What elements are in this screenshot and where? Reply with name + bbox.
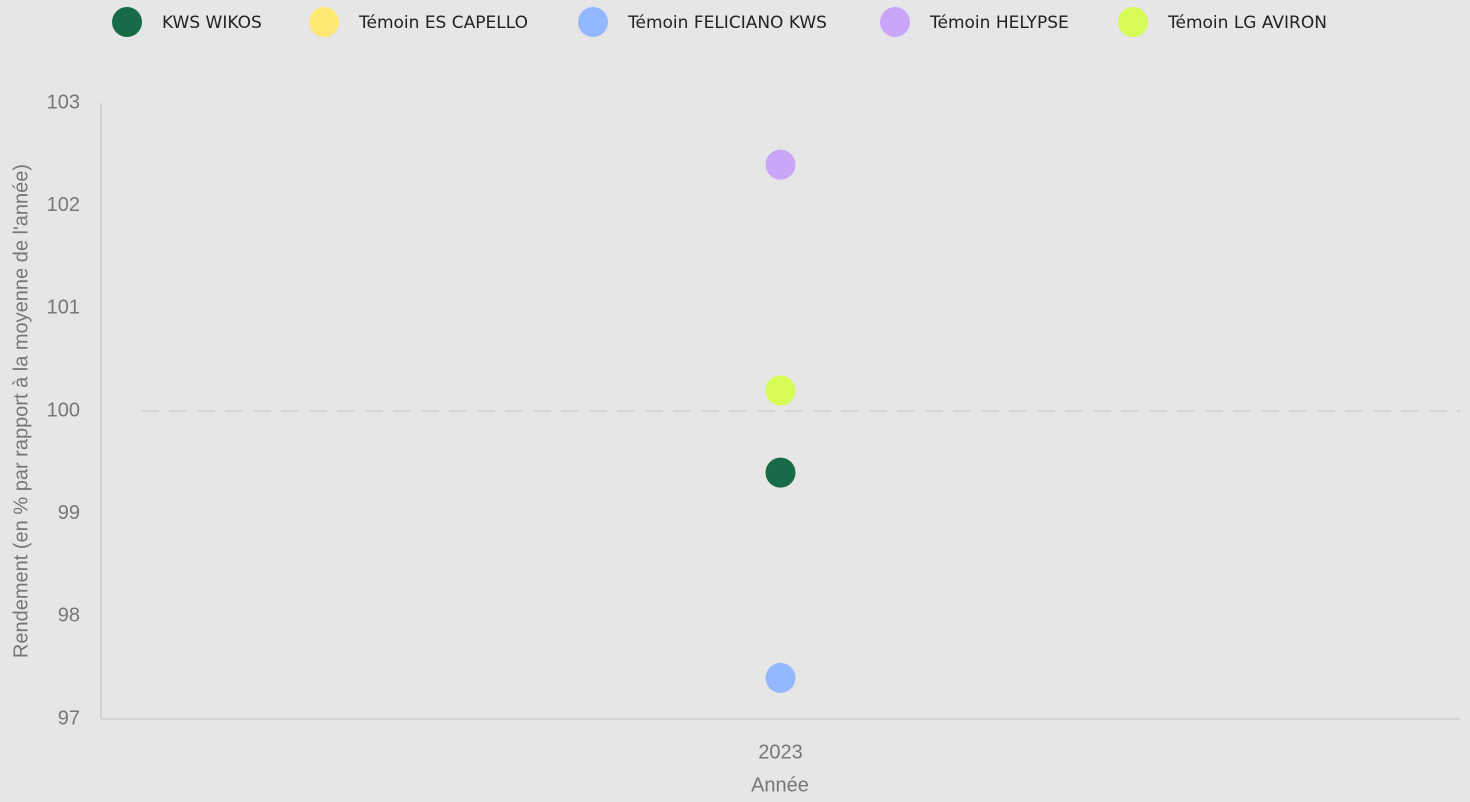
legend-marker (112, 7, 142, 37)
x-axis-label: Année (751, 774, 809, 796)
y-tick-label: 97 (58, 707, 80, 729)
legend-label: KWS WIKOS (162, 13, 262, 33)
legend-marker (1118, 7, 1148, 37)
legend-label: Témoin LG AVIRON (1167, 13, 1327, 33)
legend-marker (578, 7, 608, 37)
y-tick-label: 100 (47, 399, 80, 421)
y-tick-label: 98 (58, 605, 80, 627)
point (765, 457, 796, 488)
y-tick-label: 99 (58, 502, 80, 524)
y-axis-label: Rendement (en % par rapport à la moyenne… (10, 164, 32, 658)
point (765, 375, 796, 406)
y-tick-label: 103 (47, 91, 80, 113)
legend-label: Témoin FELICIANO KWS (627, 13, 827, 33)
y-tick-label: 102 (47, 194, 80, 216)
point (765, 149, 796, 180)
point (765, 662, 796, 693)
legend-label: Témoin ES CAPELLO (358, 13, 528, 33)
legend-marker (880, 7, 910, 37)
x-tick-label: 2023 (758, 741, 803, 763)
legend-label: Témoin HELYPSE (929, 13, 1069, 33)
legend-marker (309, 7, 339, 37)
y-tick-label: 101 (47, 297, 80, 319)
